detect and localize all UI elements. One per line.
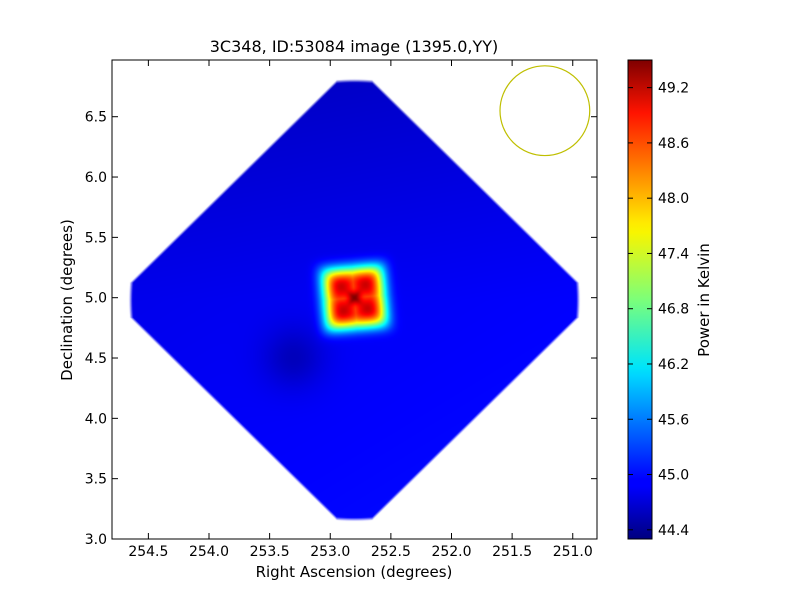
x-tick-label: 252.5 (371, 544, 411, 560)
x-tick-label: 253.0 (310, 544, 350, 560)
plot-area: 254.5 254.0 253.5 253.0 252.5 252.0 251.5 251.0… (85, 59, 598, 560)
plot-frame (111, 59, 598, 540)
colorbar-label: Power in Kelvin (695, 243, 713, 357)
colorbar-tick-label: 46.8 (658, 302, 689, 318)
colorbar-tick-label: 48.6 (658, 136, 689, 152)
colorbar: 44.4 45.0 45.6 46.2 46.8 47.4 48.0 48.6 49.2 Pow… (627, 59, 713, 540)
x-axis-ticks: 254.5 254.0 253.5 253.0 252.5 252.0 251.5 251.0 (128, 60, 593, 560)
y-axis-label: Declination (degrees) (58, 219, 76, 381)
colorbar-tick-label: 46.2 (658, 357, 689, 373)
x-tick-label: 252.0 (431, 544, 471, 560)
y-tick-label: 6.5 (85, 110, 107, 126)
y-tick-label: 3.0 (85, 532, 107, 548)
x-axis-label: Right Ascension (degrees) (256, 563, 453, 581)
y-tick-label: 5.5 (85, 230, 107, 246)
colorbar-frame (627, 59, 653, 540)
x-tick-label: 254.5 (128, 544, 168, 560)
y-tick-label: 3.5 (85, 472, 107, 488)
colorbar-tick-label: 47.4 (658, 246, 689, 262)
y-tick-label: 5.0 (85, 291, 107, 307)
colorbar-tick-label: 44.4 (658, 523, 689, 539)
colorbar-ticks: 44.4 45.0 45.6 46.2 46.8 47.4 48.0 48.6 49.2 (628, 81, 689, 539)
colorbar-tick-label: 49.2 (658, 81, 689, 97)
x-tick-label: 251.5 (492, 544, 532, 560)
x-tick-label: 254.0 (189, 544, 229, 560)
x-tick-label: 253.5 (250, 544, 290, 560)
heatmap-image (112, 60, 597, 539)
y-tick-label: 4.5 (85, 351, 107, 367)
colorbar-tick-label: 48.0 (658, 191, 689, 207)
colorbar-gradient (628, 60, 652, 539)
beam-circle (499, 65, 591, 157)
y-axis-ticks: 3.0 3.5 4.0 4.5 5.0 5.5 6.0 6.5 (85, 110, 597, 548)
y-tick-label: 6.0 (85, 170, 107, 186)
colorbar-tick-label: 45.6 (658, 412, 689, 428)
x-tick-label: 251.0 (553, 544, 593, 560)
y-tick-label: 4.0 (85, 411, 107, 427)
colorbar-tick-label: 45.0 (658, 468, 689, 484)
chart-title: 3C348, ID:53084 image (1395.0,YY) (210, 37, 499, 56)
